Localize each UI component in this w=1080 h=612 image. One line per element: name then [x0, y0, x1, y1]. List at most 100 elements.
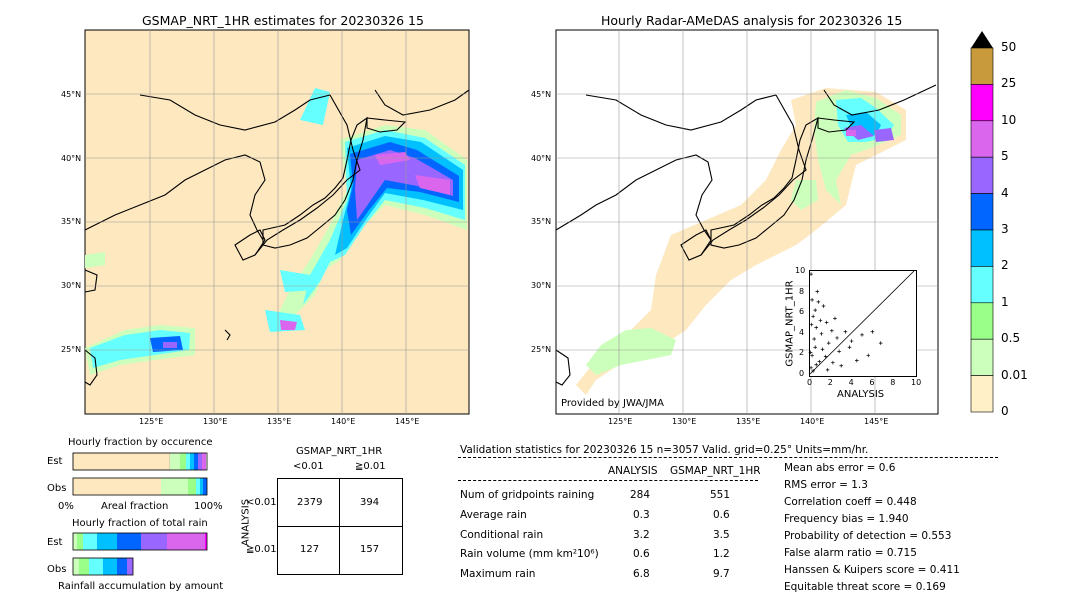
colorbar-segment: [970, 193, 994, 231]
scatter-point: [817, 359, 822, 364]
right-lon-label: 140°E: [800, 417, 825, 426]
occurrence-title: Hourly fraction by occurence: [68, 437, 213, 448]
score-line: Hanssen & Kuipers score = 0.411: [784, 564, 960, 576]
colorbar-tick-label: 1: [1001, 294, 1009, 309]
validation-header-rule: [458, 457, 998, 458]
scatter-ylabel: GSMAP_NRT_1HR: [784, 280, 796, 367]
contingency-row-label: <0.01: [246, 497, 277, 508]
left-lat-label: 40°N: [61, 154, 82, 163]
stat-label: Num of gridpoints raining: [460, 489, 595, 501]
colorbar-segment: [970, 302, 994, 340]
stat-analysis: 3.2: [633, 529, 650, 541]
score-line: RMS error = 1.3: [784, 479, 868, 491]
stat-analysis: 284: [630, 489, 651, 501]
scatter-point: [825, 368, 830, 372]
stat-gsmap: 0.6: [713, 509, 730, 521]
scatter-point: [809, 322, 814, 327]
scatter-xtick-label: 10: [911, 378, 922, 387]
scatter-ytick-label: 0: [799, 369, 805, 378]
colorbar-tick-label: 2: [1001, 258, 1009, 273]
scatter-point: [810, 353, 814, 358]
scatter-point: [821, 304, 826, 308]
tr-est-label: Est: [47, 537, 63, 548]
scatter-point: [808, 350, 813, 355]
contingency-grid: 2379 394 127 157: [277, 478, 403, 575]
left-lat-label: 35°N: [61, 217, 82, 226]
right-lat-label: 45°N: [531, 90, 552, 99]
scatter-point: [809, 272, 813, 276]
scatter-point: [826, 341, 831, 345]
right-lat-label: 25°N: [531, 345, 552, 354]
colorbar-tick-label: 5: [1001, 149, 1009, 164]
scatter-xtick-label: 0: [807, 378, 813, 387]
right-lat-label: 35°N: [531, 217, 552, 226]
left-lon-label: 135°E: [267, 417, 292, 426]
stat-analysis: 0.3: [633, 509, 650, 521]
scatter-point: [815, 289, 820, 294]
colorbar-tick-label: 0: [1001, 404, 1009, 418]
stat-label: Maximum rain: [460, 568, 536, 580]
scatter-point: [811, 314, 815, 319]
score-line: False alarm ratio = 0.715: [784, 547, 917, 559]
scatter-point: [830, 328, 834, 333]
scatter-ytick-label: 2: [799, 348, 805, 358]
stat-analysis: 6.8: [633, 568, 650, 580]
occ-tick-100: 100%: [194, 501, 223, 512]
credit-text: Provided by JWA/JMA: [561, 398, 664, 409]
stat-gsmap: 1.2: [713, 548, 730, 560]
score-line: Equitable threat score = 0.169: [784, 581, 946, 593]
tr-obs-label: Obs: [47, 564, 67, 575]
scatter-point: [835, 336, 839, 340]
score-line: Probability of detection = 0.553: [784, 530, 952, 542]
scatter-point: [878, 341, 883, 345]
right-lon-label: 145°E: [864, 417, 889, 426]
scatter-point: [809, 366, 813, 370]
scatter-point: [814, 362, 819, 367]
scatter-point: [820, 347, 825, 352]
stat-label: Rain volume (mm km²10⁶): [460, 548, 599, 560]
scatter-point: [813, 308, 817, 312]
scatter-point: [833, 316, 837, 321]
colorbar-tick-label: 25: [1001, 76, 1017, 91]
scatter-point: [870, 329, 875, 334]
scatter-ytick-label: 8: [799, 286, 805, 296]
contingency-cell: 127: [300, 544, 320, 555]
left-map: [84, 29, 470, 415]
scatter-point: [849, 339, 854, 343]
colorbar-segment: [970, 84, 994, 122]
stat-gsmap: 551: [710, 489, 731, 501]
scatter-ytick-label: 6: [799, 307, 805, 317]
colorbar-segment: [970, 120, 994, 158]
left-lon-label: 140°E: [331, 417, 356, 426]
left-gridlines: [85, 30, 469, 414]
colorbar-tick-label: 4: [1001, 185, 1009, 200]
occurrence-bars: [72, 452, 208, 496]
occ-obs-bar: [72, 477, 208, 496]
validation-header: Validation statistics for 20230326 15 n=…: [460, 444, 869, 456]
occ-est-label: Est: [47, 456, 63, 467]
colorbar-tick-label: 0.5: [1001, 331, 1021, 346]
scatter-xtick-label: 4: [848, 378, 854, 387]
scatter-ytick-label: 10: [795, 266, 806, 275]
right-rain-field: [576, 88, 906, 395]
right-lat-label: 40°N: [531, 154, 552, 163]
stat-gsmap: 3.5: [713, 529, 730, 541]
colorbar-tick-label: 50: [1001, 40, 1017, 54]
scatter-point: [831, 360, 835, 365]
scatter-point: [866, 353, 871, 358]
right-lat-label: 30°N: [531, 281, 552, 290]
colorbar: [970, 31, 994, 413]
stat-gsmap: 9.7: [713, 568, 730, 580]
score-line: Mean abs error = 0.6: [784, 462, 896, 474]
tr-obs-bar: [72, 557, 134, 576]
score-line: Frequency bias = 1.940: [784, 513, 909, 525]
contingency-cell: 157: [360, 544, 380, 555]
stat-analysis: 0.6: [633, 548, 650, 560]
colorbar-segment: [970, 156, 994, 194]
colorbar-tick-label: 3: [1001, 222, 1009, 236]
contingency-row-label: ≧0.01: [246, 544, 277, 555]
scatter-background: [809, 270, 917, 377]
scatter-point: [812, 337, 816, 341]
contingency-cell: 2379: [297, 497, 323, 508]
left-lon-label: 125°E: [139, 417, 164, 426]
